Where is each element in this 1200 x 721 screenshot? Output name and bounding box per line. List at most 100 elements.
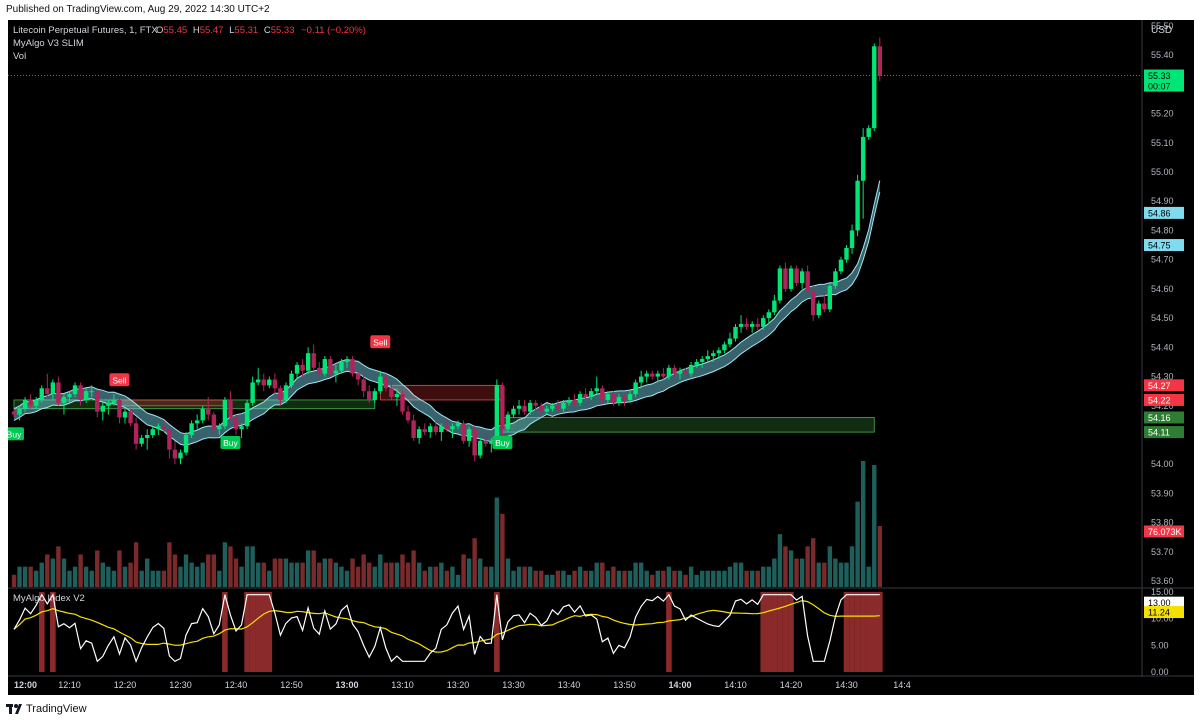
volume-bar (111, 570, 117, 587)
volume-badge: 76.073K (1144, 525, 1184, 538)
volume-badge-box (1144, 525, 1184, 538)
volume-bar (550, 574, 555, 587)
volume-bar (705, 570, 710, 587)
candle-body (594, 388, 599, 392)
candle-body (511, 408, 516, 415)
time-tick-label: 13:10 (391, 680, 414, 690)
volume-bar (28, 566, 33, 587)
candle-body (711, 353, 716, 357)
candle-body (244, 402, 250, 427)
volume-bar (772, 558, 777, 587)
candle (450, 423, 455, 438)
volume-bar (455, 574, 461, 587)
buy-signal: Buy (4, 427, 24, 441)
candle-body (616, 397, 622, 403)
volume-bar (22, 566, 28, 587)
volume-bar (589, 570, 594, 587)
candle (339, 359, 344, 374)
candle-body (550, 405, 555, 409)
candle-body (855, 180, 860, 231)
index-extreme-bar (666, 592, 672, 672)
time-tick-label: 14:10 (724, 680, 747, 690)
volume-bar (206, 554, 211, 587)
footer-brand: TradingView (26, 703, 87, 715)
candle-body (217, 426, 222, 430)
volume-bar (106, 566, 111, 587)
candle (416, 426, 422, 444)
time-tick-label: 12:40 (225, 680, 248, 690)
candle-body (539, 405, 544, 412)
buy-signal-box (220, 436, 241, 450)
candle-body (350, 359, 355, 374)
candle (683, 367, 688, 377)
volume-bar (344, 570, 350, 587)
index-extreme-bar (760, 592, 767, 672)
volume-bar (727, 566, 733, 587)
volume-bar (361, 554, 366, 587)
candle-body (777, 268, 783, 301)
volume-bar (811, 538, 816, 587)
candle-body (256, 379, 261, 383)
index-extreme-bar (849, 592, 855, 672)
last-price-badge-value: 55.33 (1148, 71, 1171, 81)
candle (355, 370, 361, 386)
candle-body (67, 394, 72, 398)
candle-body (355, 373, 361, 380)
candle (128, 408, 133, 427)
candle-body (122, 411, 128, 418)
candle-body (416, 429, 422, 438)
sell-zone-top-badge: 54.27 (1144, 379, 1184, 392)
candle (761, 315, 766, 330)
candle-body (228, 399, 233, 418)
sell-signal: Sell (370, 335, 391, 349)
volume-bar (178, 566, 183, 587)
candle-body (622, 397, 627, 400)
candle (111, 394, 117, 406)
candle-body (206, 408, 211, 415)
volume-bar (511, 570, 516, 587)
candle-body (527, 402, 533, 412)
volume-bar (39, 562, 44, 587)
volume-bar (777, 534, 783, 587)
volume-bar (638, 562, 644, 587)
candle (644, 370, 649, 383)
candle (455, 420, 461, 430)
volume-bar (472, 538, 477, 587)
candle (56, 376, 61, 406)
candle (211, 411, 216, 436)
candle-body (78, 385, 83, 400)
candle-body (289, 373, 294, 386)
last-price-badge-box (1144, 69, 1184, 92)
volume-bar (466, 558, 472, 587)
candle-body (444, 426, 450, 430)
price-tick-label: 54.40 (1151, 342, 1174, 352)
volume-bar (239, 566, 244, 587)
volume-bar (400, 554, 405, 587)
candle (361, 373, 366, 398)
volume-bar (34, 570, 39, 587)
candle (439, 423, 444, 441)
tradingview-logo-icon (6, 704, 22, 714)
candle (372, 388, 377, 403)
candle (577, 391, 583, 406)
index-extreme-bar (255, 592, 261, 672)
legend-layer: Litecoin Perpetual Futures, 1, FTX O55.4… (13, 25, 1172, 604)
candle (322, 356, 327, 377)
candle (661, 367, 666, 380)
candle-body (361, 379, 366, 392)
candle (17, 405, 22, 421)
candle-body (872, 46, 877, 129)
index-extreme-bar (50, 592, 56, 672)
price-tick-label: 54.00 (1151, 459, 1174, 469)
price-tick-label: 55.40 (1151, 50, 1174, 60)
candle (777, 265, 783, 304)
volume-bar (478, 558, 483, 587)
candle (561, 399, 566, 412)
volume-bar (788, 550, 794, 587)
time-tick-label: 14:4 (893, 680, 911, 690)
volume-bar (322, 558, 327, 587)
candle (611, 391, 616, 406)
